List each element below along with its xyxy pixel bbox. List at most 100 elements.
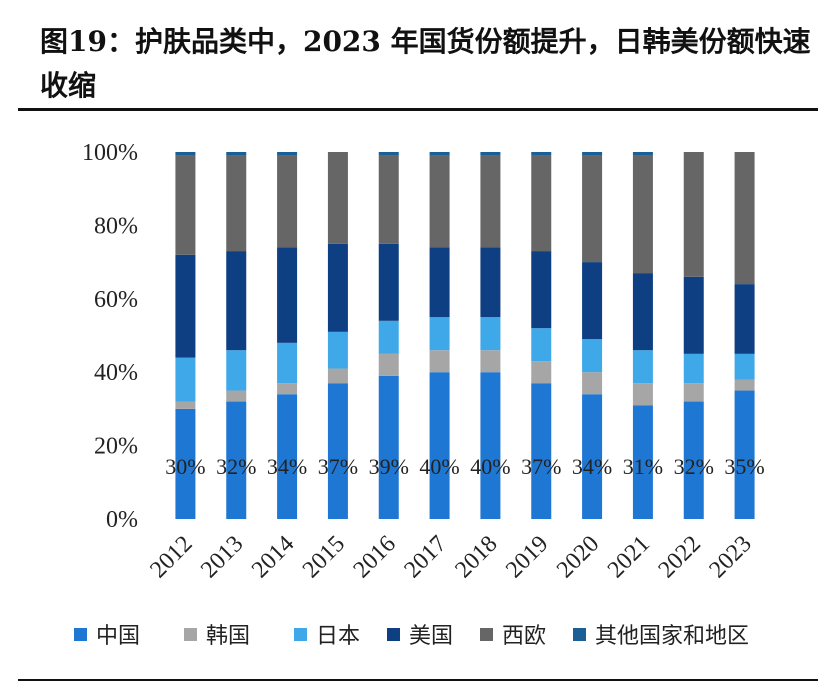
bar-segment-2013-s1 xyxy=(226,390,247,402)
data-label-2018: 40% xyxy=(470,454,510,479)
data-label-2021: 31% xyxy=(623,454,663,479)
bar-segment-2018-s5 xyxy=(480,152,501,156)
bar-segment-2020-s0 xyxy=(582,394,603,519)
bar-segment-2015-s2 xyxy=(327,331,348,369)
bar-segment-2017-s0 xyxy=(429,372,450,519)
bar-segment-2012-s1 xyxy=(175,401,196,409)
x-tick-label-2016: 2016 xyxy=(349,531,401,583)
x-tick-label-2018: 2018 xyxy=(450,531,502,583)
bar-segment-2018-s0 xyxy=(480,372,501,519)
bar-segment-2023-s2 xyxy=(734,353,755,380)
bar-segment-2013-s3 xyxy=(226,251,247,351)
legend-label-5: 其他国家和地区 xyxy=(595,624,749,649)
bar-segment-2022-s1 xyxy=(683,383,704,402)
data-label-2012: 30% xyxy=(165,454,205,479)
bar-segment-2014-s5 xyxy=(277,152,298,156)
bar-segment-2023-s4 xyxy=(734,152,755,285)
bar-segment-2017-s1 xyxy=(429,350,450,373)
title-divider xyxy=(18,108,818,111)
bar-segment-2019-s2 xyxy=(531,328,552,362)
bar-segment-2017-s4 xyxy=(429,155,450,248)
y-tick-label: 60% xyxy=(94,287,138,313)
bar-segment-2012-s5 xyxy=(175,152,196,156)
bar-segment-2012-s4 xyxy=(175,155,196,255)
data-label-2016: 39% xyxy=(369,454,409,479)
bar-segment-2014-s3 xyxy=(277,247,298,343)
bar-segment-2013-s2 xyxy=(226,350,247,391)
data-label-2017: 40% xyxy=(419,454,459,479)
bar-segment-2014-s2 xyxy=(277,342,298,384)
data-label-2019: 37% xyxy=(521,454,561,479)
legend-label-2: 日本 xyxy=(316,624,360,649)
x-tick-label-2015: 2015 xyxy=(298,531,350,583)
bar-segment-2016-s5 xyxy=(378,152,399,156)
x-tick-label-2023: 2023 xyxy=(705,531,757,583)
x-tick-label-2012: 2012 xyxy=(145,531,197,583)
x-tick-label-2014: 2014 xyxy=(247,531,299,583)
bar-segment-2013-s0 xyxy=(226,401,247,519)
bar-segment-2022-s2 xyxy=(683,353,704,384)
legend-swatch-3 xyxy=(387,628,400,641)
bar-segment-2023-s0 xyxy=(734,390,755,519)
bar-segment-2021-s5 xyxy=(632,152,653,156)
bar-segment-2021-s2 xyxy=(632,350,653,384)
x-tick-label-2021: 2021 xyxy=(603,531,655,583)
x-tick-label-2013: 2013 xyxy=(196,531,248,583)
data-label-2013: 32% xyxy=(216,454,256,479)
bar-segment-2012-s2 xyxy=(175,357,196,402)
data-label-2023: 35% xyxy=(724,454,764,479)
y-tick-label: 20% xyxy=(94,434,138,460)
bar-segment-2018-s3 xyxy=(480,247,501,318)
bar-segment-2020-s5 xyxy=(582,152,603,156)
bar-segment-2023-s1 xyxy=(734,379,755,391)
x-tick-label-2020: 2020 xyxy=(552,531,604,583)
bar-segment-2018-s2 xyxy=(480,317,501,351)
x-tick-label-2017: 2017 xyxy=(400,531,452,583)
bar-segment-2020-s2 xyxy=(582,339,603,373)
bar-segment-2018-s1 xyxy=(480,350,501,373)
legend-swatch-5 xyxy=(573,628,586,641)
bar-segment-2012-s0 xyxy=(175,408,196,519)
bar-segment-2020-s3 xyxy=(582,262,603,340)
bar-segment-2015-s1 xyxy=(327,368,348,384)
legend-label-1: 韩国 xyxy=(206,624,250,649)
legend-swatch-4 xyxy=(480,628,493,641)
data-label-2014: 34% xyxy=(267,454,307,479)
bar-segment-2016-s3 xyxy=(378,243,399,321)
bar-segment-2022-s0 xyxy=(683,401,704,519)
legend-label-3: 美国 xyxy=(409,624,453,649)
bar-segment-2023-s3 xyxy=(734,284,755,354)
bar-segment-2021-s4 xyxy=(632,155,653,274)
bar-segment-2017-s5 xyxy=(429,152,450,156)
bar-segment-2016-s1 xyxy=(378,353,399,376)
bar-segment-2020-s1 xyxy=(582,372,603,395)
bar-segment-2019-s0 xyxy=(531,383,552,519)
legend-swatch-2 xyxy=(294,628,307,641)
y-tick-label: 100% xyxy=(82,140,138,166)
bar-segment-2017-s3 xyxy=(429,247,450,318)
data-label-2015: 37% xyxy=(318,454,358,479)
bar-segment-2015-s4 xyxy=(327,152,348,244)
bar-segment-2013-s5 xyxy=(226,152,247,156)
legend-swatch-1 xyxy=(184,628,197,641)
bar-segment-2016-s2 xyxy=(378,320,399,354)
bar-segment-2019-s4 xyxy=(531,155,552,252)
bar-segment-2022-s3 xyxy=(683,276,704,354)
bar-segment-2020-s4 xyxy=(582,155,603,263)
bar-segment-2019-s3 xyxy=(531,251,552,329)
bar-segment-2016-s0 xyxy=(378,375,399,519)
y-tick-label: 0% xyxy=(106,507,138,533)
bar-segment-2019-s5 xyxy=(531,152,552,156)
legend-label-4: 西欧 xyxy=(502,624,546,649)
data-label-2022: 32% xyxy=(674,454,714,479)
legend-label-0: 中国 xyxy=(96,624,140,649)
chart-title: 图19：护肤品类中，2023 年国货份额提升，日韩美份额快速收缩 xyxy=(40,25,811,102)
bar-segment-2014-s0 xyxy=(277,394,298,519)
bar-segment-2018-s4 xyxy=(480,155,501,248)
bar-segment-2014-s1 xyxy=(277,383,298,395)
bar-segment-2012-s3 xyxy=(175,254,196,358)
bar-segment-2017-s2 xyxy=(429,317,450,351)
bar-segment-2016-s4 xyxy=(378,155,399,244)
bar-segment-2015-s0 xyxy=(327,383,348,519)
